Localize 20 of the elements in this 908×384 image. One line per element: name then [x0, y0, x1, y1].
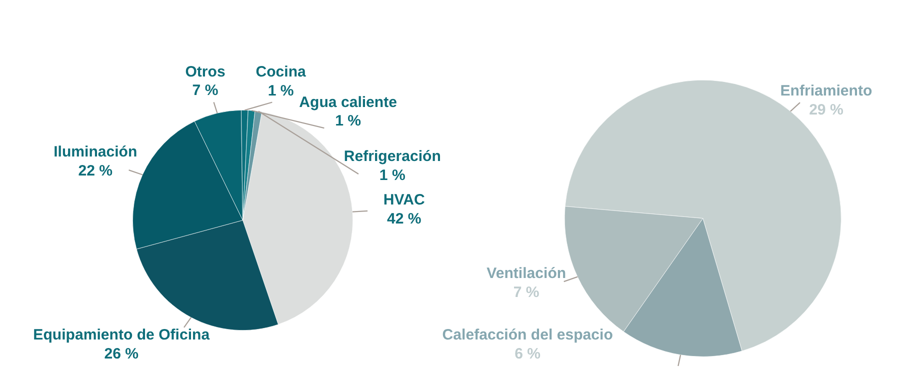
data-label: 6 % [514, 346, 541, 363]
slice-label: Agua caliente [299, 94, 398, 111]
slice-label: Enfriamiento [780, 82, 872, 100]
slice-label: HVAC [383, 192, 426, 209]
slice-label: Otros [185, 63, 226, 80]
slice-label: Cocina [256, 64, 307, 81]
data-label: 1 % [268, 82, 294, 100]
slice-label: Iluminación [54, 143, 138, 160]
data-label: 7 % [513, 284, 540, 301]
data-label: 26 % [104, 346, 139, 363]
data-label: 29 % [809, 101, 844, 118]
slice-label: Ventilación [486, 265, 566, 282]
data-label: 7 % [192, 82, 218, 100]
slice-label: Equipamiento de Oficina [33, 326, 210, 344]
data-label: 1 % [335, 112, 362, 130]
data-label: 42 % [386, 210, 422, 228]
data-label: 22 % [78, 162, 113, 180]
slice-label: Refrigeración [344, 148, 441, 166]
data-label: 1 % [379, 166, 406, 184]
slice-label: Calefacción del espacio [442, 326, 613, 344]
